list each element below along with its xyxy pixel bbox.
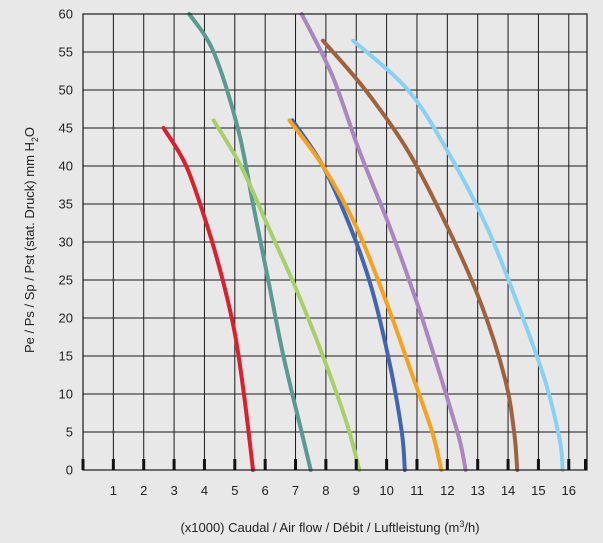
x-tick-mark <box>536 459 540 470</box>
y-tick-label: 5 <box>66 425 73 440</box>
series-line-7 <box>320 38 520 472</box>
x-tick-label: 8 <box>322 483 329 498</box>
series-line-1 <box>161 126 255 472</box>
y-axis-label: Pe / Ps / Sp / Pst (stat. Druck) mm H2O <box>22 127 40 353</box>
x-tick-label: 5 <box>231 483 238 498</box>
x-tick-label: 10 <box>379 483 393 498</box>
x-tick-label: 9 <box>353 483 360 498</box>
x-tick-mark <box>385 459 389 470</box>
x-tick-label: 16 <box>562 483 576 498</box>
series-line-4 <box>290 118 407 472</box>
x-tick-mark <box>81 459 85 470</box>
x-axis-unit: (m <box>444 520 459 535</box>
x-axis-unit-post: /h) <box>464 520 479 535</box>
x-tick-mark <box>354 459 358 470</box>
series-line-3 <box>211 118 362 472</box>
y-tick-label: 60 <box>59 7 73 22</box>
ticks <box>81 459 587 470</box>
y-axis-label-post: O <box>22 127 37 137</box>
y-axis-label-sub: 2 <box>30 137 40 142</box>
x-tick-label: 12 <box>440 483 454 498</box>
x-tick-mark <box>567 459 571 470</box>
x-axis-unit-sup: 3 <box>459 519 464 529</box>
series-line-5 <box>287 118 444 472</box>
x-tick-label: 4 <box>201 483 208 498</box>
x-tick-mark <box>506 459 510 470</box>
x-tick-label: 11 <box>410 483 424 498</box>
x-tick-mark <box>294 459 298 470</box>
x-tick-label: 3 <box>170 483 177 498</box>
x-tick-mark <box>445 459 449 470</box>
y-tick-label: 10 <box>59 387 73 402</box>
y-tick-label: 30 <box>59 235 73 250</box>
y-tick-label: 50 <box>59 83 73 98</box>
x-tick-mark <box>476 459 480 470</box>
x-tick-label: 15 <box>531 483 545 498</box>
x-tick-mark <box>142 459 146 470</box>
x-tick-mark <box>415 459 419 470</box>
x-tick-mark <box>172 459 176 470</box>
y-axis-label-text: Pe / Ps / Sp / Pst (stat. Druck) mm H <box>22 142 37 353</box>
x-tick-label: 2 <box>140 483 147 498</box>
y-tick-label: 35 <box>59 197 73 212</box>
x-tick-label: 13 <box>470 483 484 498</box>
x-tick-mark <box>111 459 115 470</box>
y-tick-label: 55 <box>59 45 73 60</box>
x-tick-label: 14 <box>501 483 515 498</box>
x-tick-label: 7 <box>292 483 299 498</box>
y-tick-label: 45 <box>59 121 73 136</box>
x-tick-mark <box>233 459 237 470</box>
x-axis-label-text: (x1000) Caudal / Air flow / Débit / Luft… <box>180 520 440 535</box>
x-tick-mark <box>584 459 587 470</box>
x-tick-label: 1 <box>110 483 117 498</box>
x-tick-mark <box>324 459 328 470</box>
y-tick-label: 15 <box>59 349 73 364</box>
tick-labels: 1 2 3 4 5 6 7 8 9 10 11 12 13 14 15 1605101520253035404… <box>59 7 576 499</box>
plot-frame <box>82 13 588 471</box>
x-tick-mark <box>202 459 206 470</box>
series-line-6 <box>299 12 468 472</box>
y-tick-label: 0 <box>66 463 73 478</box>
series-line-2 <box>187 12 313 472</box>
x-axis-label: (x1000) Caudal / Air flow / Débit / Luft… <box>180 519 479 535</box>
y-tick-label: 20 <box>59 311 73 326</box>
x-tick-label: 6 <box>262 483 269 498</box>
x-tick-mark <box>263 459 267 470</box>
series-layer <box>161 12 565 472</box>
y-tick-label: 25 <box>59 273 73 288</box>
y-tick-label: 40 <box>59 159 73 174</box>
series-line-8 <box>351 38 565 472</box>
